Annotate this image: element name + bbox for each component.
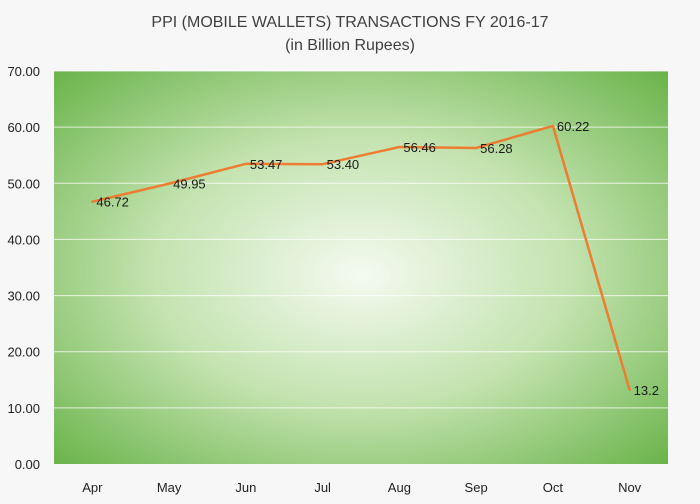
- chart-title: PPI (MOBILE WALLETS) TRANSACTIONS FY 201…: [151, 14, 548, 31]
- y-tick-label: 10.00: [7, 401, 40, 416]
- gridlines: [54, 70, 668, 409]
- x-axis-ticks: Apr May Jun Jul Aug Sep Oct Nov: [82, 480, 641, 495]
- data-label: 53.47: [250, 157, 283, 172]
- data-label: 13.2: [634, 383, 659, 398]
- y-tick-label: 0.00: [15, 457, 40, 472]
- y-tick-label: 30.00: [7, 289, 40, 304]
- data-labels: 46.72 49.95 53.47 53.40 56.46 56.28 60.22 13.2: [96, 119, 659, 398]
- data-label: 56.28: [480, 141, 513, 156]
- data-label: 46.72: [96, 195, 129, 210]
- y-tick-label: 70.00: [7, 64, 40, 79]
- x-tick-label: Jul: [314, 480, 331, 495]
- series-line: [91, 124, 631, 392]
- x-tick-label: Nov: [618, 480, 642, 495]
- y-tick-label: 60.00: [7, 120, 40, 135]
- chart-subtitle: (in Billion Rupees): [285, 37, 415, 54]
- y-tick-label: 50.00: [7, 176, 40, 191]
- y-tick-label: 20.00: [7, 345, 40, 360]
- y-tick-label: 40.00: [7, 232, 40, 247]
- data-label: 56.46: [403, 140, 436, 155]
- x-tick-label: Apr: [82, 480, 103, 495]
- plot-area: [54, 71, 668, 464]
- x-tick-label: Oct: [543, 480, 564, 495]
- x-tick-label: Jun: [235, 480, 256, 495]
- x-tick-label: Sep: [465, 480, 488, 495]
- data-label: 53.40: [327, 157, 360, 172]
- data-label: 49.95: [173, 177, 206, 192]
- data-label: 60.22: [557, 119, 590, 134]
- x-tick-label: May: [157, 480, 182, 495]
- series-layer: [91, 124, 631, 392]
- y-axis-ticks: 0.00 10.00 20.00 30.00 40.00 50.00 60.00 70.00: [7, 64, 40, 472]
- x-tick-label: Aug: [388, 480, 411, 495]
